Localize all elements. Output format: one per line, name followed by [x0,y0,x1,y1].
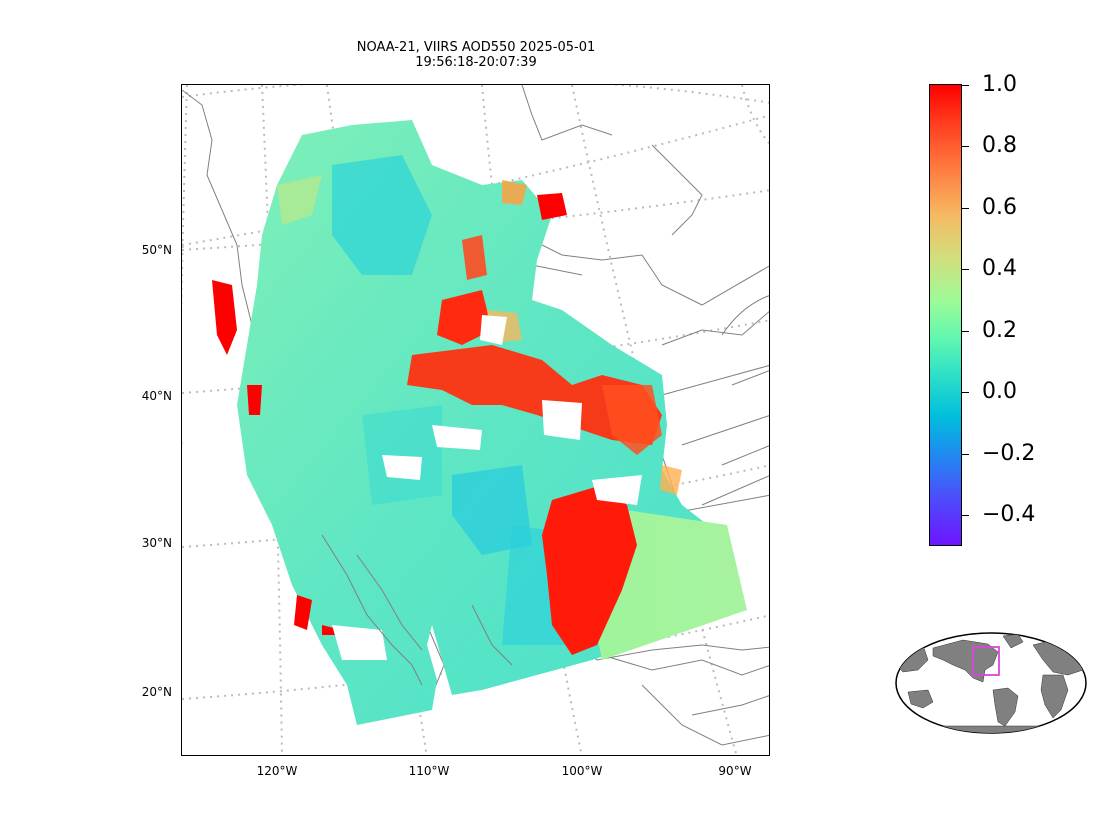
globe-locator-inset [893,630,1089,736]
colorbar-label: 0.6 [982,195,1017,220]
title-line-1: NOAA-21, VIIRS AOD550 2025-05-01 [356,40,596,55]
lon-label-120: 120°W [256,764,298,778]
colorbar [929,84,962,546]
lon-label-110: 110°W [408,764,450,778]
colorbar-tick [962,85,969,86]
lat-label-20: 20°N [141,685,172,699]
colorbar-label: 1.0 [982,72,1017,97]
colorbar-label: −0.2 [982,441,1036,466]
lat-label-50: 50°N [141,243,172,257]
colorbar-tick [962,146,969,147]
colorbar-tick [962,269,969,270]
colorbar-label: 0.8 [982,133,1017,158]
map-panel[interactable] [181,84,770,756]
colorbar-label: 0.4 [982,256,1017,281]
colorbar-label: 0.0 [982,379,1017,404]
globe-region-box [972,646,1000,676]
colorbar-label: −0.4 [982,502,1036,527]
aod-swath [212,120,747,725]
title-line-2: 19:56:18-20:07:39 [415,55,537,70]
colorbar-tick [962,392,969,393]
lon-label-90: 90°W [718,764,752,778]
lat-label-40: 40°N [141,389,172,403]
colorbar-tick [962,208,969,209]
map-canvas [182,85,769,755]
map-title: NOAA-21, VIIRS AOD550 2025-05-01 19:56:1… [276,40,676,70]
colorbar-tick [962,454,969,455]
colorbar-tick [962,515,969,516]
lat-label-30: 30°N [141,536,172,550]
lon-label-100: 100°W [561,764,603,778]
colorbar-tick [962,331,969,332]
colorbar-label: 0.2 [982,318,1017,343]
